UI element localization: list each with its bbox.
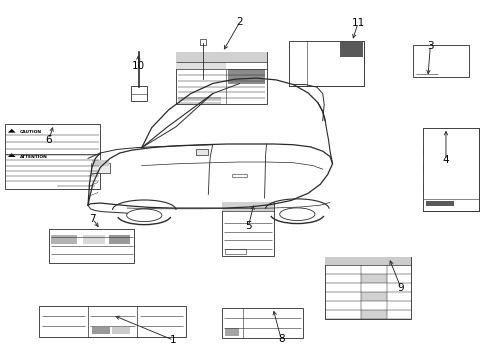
Bar — [422, 192, 478, 201]
Text: 8: 8 — [277, 334, 284, 344]
Bar — [222, 202, 273, 211]
Bar — [131, 86, 147, 101]
Bar — [176, 62, 225, 69]
Text: 1: 1 — [170, 335, 177, 345]
Bar — [227, 69, 264, 84]
Bar — [91, 163, 109, 173]
Bar — [83, 235, 104, 244]
Bar — [425, 201, 453, 206]
Bar — [325, 257, 410, 265]
Bar — [422, 146, 478, 156]
Bar — [289, 54, 363, 61]
Bar — [176, 52, 266, 62]
Bar — [422, 165, 478, 174]
Bar — [412, 45, 468, 77]
Bar — [176, 52, 266, 104]
Bar — [222, 202, 273, 256]
Bar — [289, 41, 363, 48]
Bar — [422, 201, 478, 211]
Text: 7: 7 — [89, 214, 96, 224]
Bar — [224, 248, 245, 254]
Bar — [289, 48, 363, 54]
Text: 3: 3 — [426, 41, 433, 51]
Text: ATTENTION: ATTENTION — [20, 155, 47, 159]
Bar — [422, 128, 478, 211]
Bar — [360, 274, 386, 283]
Bar — [289, 73, 363, 80]
Bar — [195, 149, 207, 155]
Bar — [288, 41, 364, 86]
Bar — [224, 328, 239, 336]
Bar — [289, 61, 363, 67]
Text: 9: 9 — [397, 283, 404, 293]
Bar — [360, 310, 386, 319]
Text: CAUTION: CAUTION — [20, 130, 41, 134]
Bar — [422, 128, 478, 211]
Bar — [112, 328, 130, 334]
Bar — [360, 292, 386, 301]
Bar — [199, 39, 206, 45]
Polygon shape — [8, 153, 16, 157]
Bar — [222, 308, 303, 338]
Bar — [232, 174, 246, 177]
Bar — [422, 174, 478, 183]
Bar — [39, 306, 185, 337]
Polygon shape — [8, 129, 16, 132]
Bar — [422, 183, 478, 192]
Bar — [51, 235, 77, 244]
Bar — [422, 128, 478, 137]
Bar — [325, 257, 410, 319]
Bar — [49, 229, 134, 263]
Text: 6: 6 — [45, 135, 52, 145]
Bar — [92, 328, 109, 334]
Bar — [289, 80, 363, 86]
Bar — [108, 235, 130, 244]
Bar — [339, 42, 362, 57]
Bar — [5, 124, 100, 189]
Bar — [92, 160, 108, 166]
Text: 2: 2 — [236, 17, 243, 27]
Bar — [288, 41, 364, 86]
Bar — [289, 67, 363, 73]
Text: 4: 4 — [442, 155, 448, 165]
Text: 5: 5 — [244, 221, 251, 231]
Bar — [422, 137, 478, 146]
Text: 11: 11 — [350, 18, 364, 28]
Text: 10: 10 — [132, 60, 144, 71]
Bar — [422, 156, 478, 165]
